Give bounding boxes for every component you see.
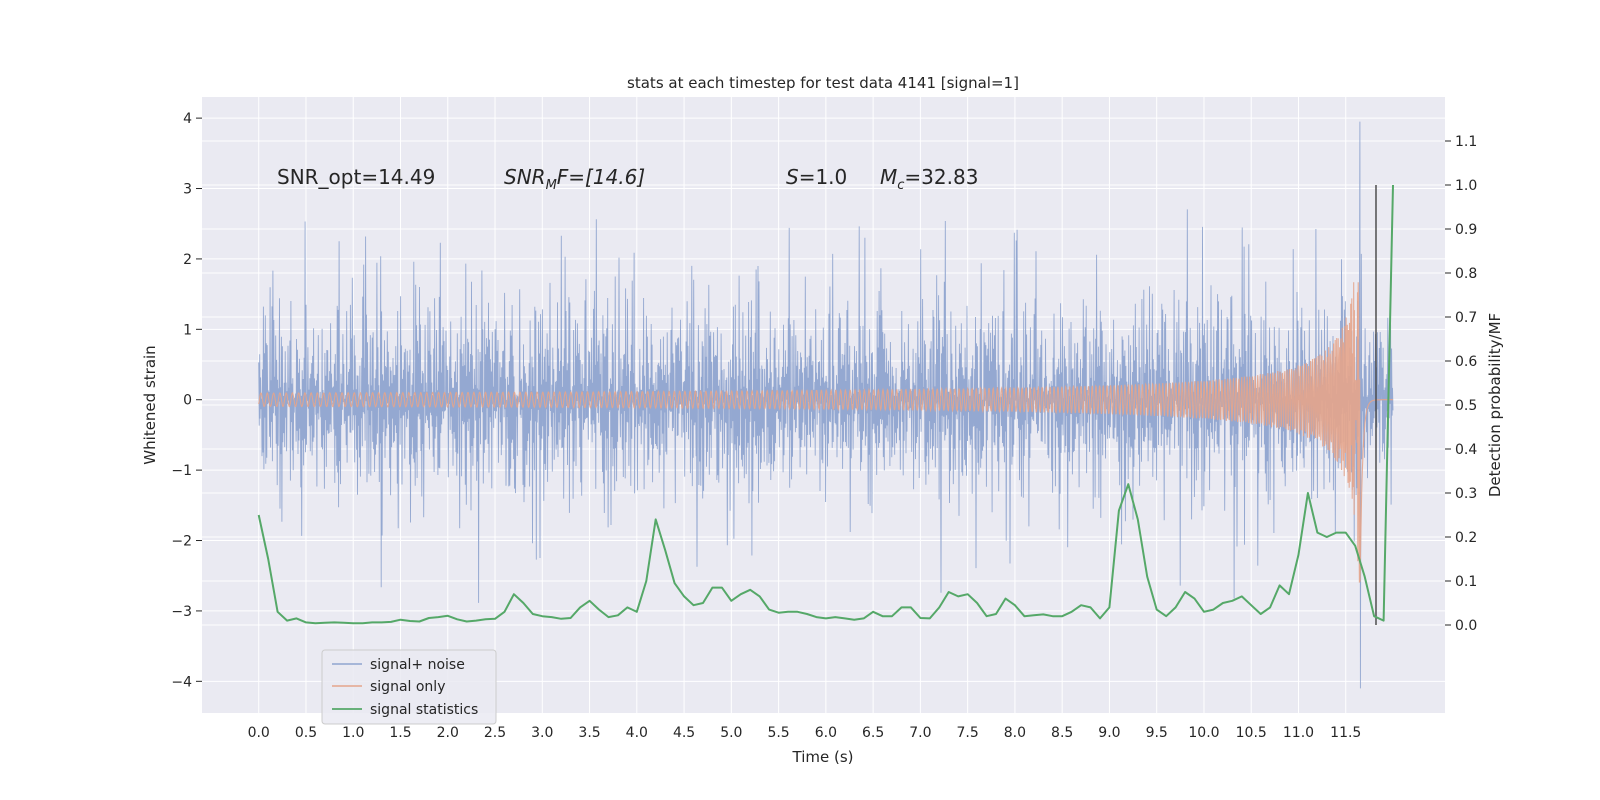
x-tick-label: 10.0 bbox=[1188, 725, 1219, 741]
x-tick-label: 0.5 bbox=[295, 725, 317, 741]
signal-statistics-line bbox=[257, 184, 1394, 625]
annotation-s-rest: =1.0 bbox=[799, 165, 848, 189]
y-axis-ticks: −4 −3 −2 −1 0 1 2 3 4 bbox=[171, 111, 202, 690]
legend-label-signal: signal only bbox=[370, 679, 445, 695]
y-right-tick-label: 0.9 bbox=[1455, 222, 1477, 238]
x-tick-label: 8.0 bbox=[1004, 725, 1026, 741]
x-tick-label: 7.0 bbox=[909, 725, 931, 741]
y-right-tick-label: 0.3 bbox=[1455, 486, 1477, 502]
signal-statistics-series bbox=[257, 184, 1394, 625]
x-tick-label: 1.0 bbox=[342, 725, 364, 741]
annotation-snr-mf-base: SNR bbox=[504, 165, 546, 189]
x-tick-label: 1.5 bbox=[389, 725, 411, 741]
y-right-tick-label: 0.4 bbox=[1455, 442, 1477, 458]
legend-label-noise: signal+ noise bbox=[370, 657, 465, 673]
y-right-tick-label: 0.6 bbox=[1455, 354, 1477, 370]
y-right-tick-label: 0.1 bbox=[1455, 574, 1477, 590]
y-tick-label: −2 bbox=[171, 534, 192, 550]
x-tick-label: 6.0 bbox=[815, 725, 837, 741]
y-right-tick-label: 1.1 bbox=[1455, 134, 1477, 150]
signal-plus-noise-line bbox=[258, 121, 1394, 689]
x-tick-label: 2.0 bbox=[437, 725, 459, 741]
legend-box bbox=[321, 649, 497, 725]
y-tick-label: 2 bbox=[183, 252, 192, 268]
signal-only-line bbox=[258, 282, 1393, 583]
annotation-snr-mf: SNRMF=[14.6] bbox=[504, 165, 645, 193]
x-tick-label: 5.0 bbox=[720, 725, 742, 741]
chart-title: stats at each timestep for test data 414… bbox=[627, 74, 1019, 92]
y-right-tick-label: 0.5 bbox=[1455, 398, 1477, 414]
x-tick-label: 3.5 bbox=[578, 725, 600, 741]
y-tick-label: 1 bbox=[183, 322, 192, 338]
x-tick-label: 9.5 bbox=[1146, 725, 1168, 741]
x-tick-label: 11.5 bbox=[1330, 725, 1361, 741]
legend-label-stats: signal statistics bbox=[370, 702, 478, 718]
x-tick-label: 4.5 bbox=[673, 725, 695, 741]
annotation-s: S=1.0 bbox=[786, 165, 847, 189]
x-tick-label: 5.5 bbox=[767, 725, 789, 741]
x-tick-label: 7.5 bbox=[957, 725, 979, 741]
y-right-tick-label: 1.0 bbox=[1455, 178, 1477, 194]
x-axis-ticks: 0.0 0.5 1.0 1.5 2.0 2.5 3.0 3.5 4.0 4.5 5.0 5.5 6.0 6… bbox=[248, 725, 1362, 741]
x-tick-label: 3.0 bbox=[531, 725, 553, 741]
x-tick-label: 10.5 bbox=[1236, 725, 1267, 741]
x-tick-label: 8.5 bbox=[1051, 725, 1073, 741]
y-axis-right-ticks: 0.0 0.1 0.2 0.3 0.4 0.5 0.6 0.7 0.8 0.9 1.0 1.1 bbox=[1445, 134, 1477, 634]
y-tick-label: −1 bbox=[171, 463, 192, 479]
y-tick-label: 4 bbox=[183, 111, 192, 127]
x-tick-label: 4.0 bbox=[626, 725, 648, 741]
y-right-tick-label: 0.8 bbox=[1455, 266, 1477, 282]
annotation-mc-sub: c bbox=[897, 178, 904, 193]
x-axis-label: Time (s) bbox=[792, 748, 854, 766]
signal-only-series bbox=[258, 185, 1393, 625]
annotation-mc-base: M bbox=[880, 165, 897, 189]
y-tick-label: −3 bbox=[171, 604, 192, 620]
annotation-mc: Mc=32.83 bbox=[880, 165, 978, 193]
legend: signal+ noise signal only signal statist… bbox=[321, 649, 497, 725]
x-tick-label: 0.0 bbox=[248, 725, 270, 741]
y-axis-right-label: Detection probability/MF bbox=[1486, 313, 1504, 497]
signal-plus-noise-series bbox=[258, 121, 1394, 689]
y-tick-label: 3 bbox=[183, 182, 192, 198]
annotation-s-var: S bbox=[786, 165, 799, 189]
y-tick-label: 0 bbox=[183, 393, 192, 409]
annotation-mc-rest: =32.83 bbox=[904, 165, 978, 189]
y-axis-label: Whitened strain bbox=[141, 345, 159, 464]
annotation-snr-mf-rest: F=[14.6] bbox=[557, 165, 645, 189]
x-tick-label: 6.5 bbox=[862, 725, 884, 741]
y-tick-label: −4 bbox=[171, 674, 192, 690]
x-tick-label: 9.0 bbox=[1098, 725, 1120, 741]
annotation-snr-mf-sub: M bbox=[546, 178, 557, 193]
x-tick-label: 2.5 bbox=[484, 725, 506, 741]
y-right-tick-label: 0.2 bbox=[1455, 530, 1477, 546]
x-tick-label: 11.0 bbox=[1283, 725, 1314, 741]
annotation-snr-opt: SNR_opt=14.49 bbox=[277, 165, 435, 189]
y-right-tick-label: 0.0 bbox=[1455, 618, 1477, 634]
y-right-tick-label: 0.7 bbox=[1455, 310, 1477, 326]
